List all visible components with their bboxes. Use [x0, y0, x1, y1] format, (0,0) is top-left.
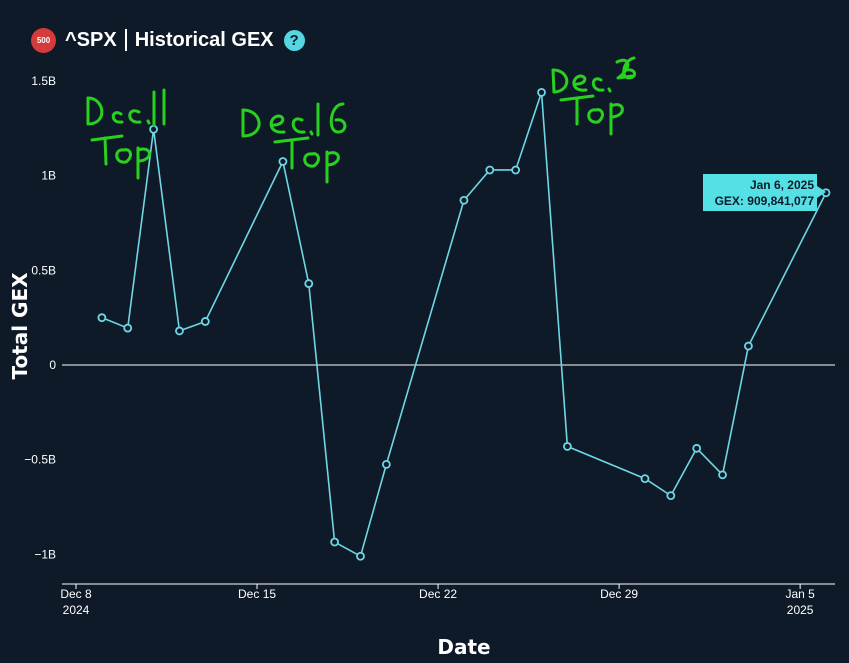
x-axis-title: Date [437, 635, 490, 659]
y-tick-label: −0.5B [24, 453, 56, 467]
annotation-dec-16-line1 [241, 102, 347, 138]
y-tick-label: 1B [41, 169, 56, 183]
tooltip-value: GEX: 909,841,077 [715, 194, 815, 208]
data-point-marker[interactable] [511, 165, 521, 175]
chart-title: Historical GEX [134, 28, 274, 51]
chart-header: 500 ^SPX Historical GEX ? [31, 26, 305, 54]
annotation-dec-26-line1 [551, 56, 636, 94]
data-point-marker[interactable] [718, 470, 727, 480]
data-point-marker[interactable] [149, 124, 158, 134]
x-tick-label: Dec 15 [238, 587, 276, 601]
annotation-dec-11-line1 [86, 88, 166, 127]
y-tick-label: −1B [34, 547, 56, 561]
data-point-marker[interactable] [537, 87, 546, 97]
tooltip-arrow [817, 186, 826, 198]
tooltip-box [703, 174, 817, 211]
data-point-marker[interactable] [123, 323, 133, 333]
data-point-marker[interactable] [562, 442, 572, 451]
x-tick-year-label: 2025 [787, 603, 814, 617]
ticker-symbol: ^SPX [65, 28, 117, 51]
annotation-dec-11-top [86, 88, 166, 180]
gex-series-markers[interactable] [97, 87, 831, 561]
gex-series-line [101, 92, 827, 558]
data-point-marker[interactable] [97, 313, 107, 323]
sp500-badge-icon: 500 [31, 27, 56, 53]
y-axis-title: Total GEX [8, 272, 32, 380]
data-point-marker[interactable] [175, 326, 184, 336]
data-point-marker[interactable] [200, 317, 210, 326]
data-point-marker[interactable] [381, 459, 391, 469]
annotation-dec-16-line2 [273, 136, 340, 184]
annotation-dec-11-line2 [90, 134, 151, 180]
data-point-marker[interactable] [356, 551, 365, 561]
y-tick-label: 0 [49, 358, 56, 372]
y-axis-ticks: 1.5B 1B 0.5B 0 −0.5B −1B [24, 74, 56, 561]
data-point-marker[interactable] [485, 165, 495, 175]
data-point-marker[interactable] [304, 279, 314, 288]
y-tick-label: 1.5B [31, 74, 56, 88]
annotation-dec-26-top [551, 56, 636, 136]
data-point-marker[interactable] [459, 195, 469, 205]
y-tick-label: 0.5B [31, 263, 56, 277]
data-point-marker[interactable] [640, 474, 650, 484]
x-tick-label: Jan 5 [785, 587, 815, 601]
x-tick-label: Dec 29 [600, 587, 638, 601]
data-point-marker[interactable] [666, 491, 676, 501]
data-point-marker[interactable] [692, 443, 702, 453]
tooltip-date: Jan 6, 2025 [750, 178, 814, 192]
x-tick-label: Dec 8 [60, 587, 92, 601]
hover-tooltip: Jan 6, 2025 GEX: 909,841,077 [703, 174, 826, 211]
x-tick-year-label: 2024 [63, 603, 90, 617]
annotation-dec-26-line2 [559, 94, 624, 136]
annotation-dec-16-top [241, 102, 347, 184]
question-circle-icon[interactable]: ? [283, 29, 305, 51]
title-divider [124, 29, 127, 51]
data-point-marker[interactable] [330, 537, 340, 547]
x-axis-ticks: Dec 8 2024 Dec 15 Dec 22 Dec 29 Jan 5 2025 [60, 584, 815, 617]
data-point-marker[interactable] [744, 341, 753, 351]
data-point-marker[interactable] [278, 157, 288, 166]
x-tick-label: Dec 22 [419, 587, 457, 601]
